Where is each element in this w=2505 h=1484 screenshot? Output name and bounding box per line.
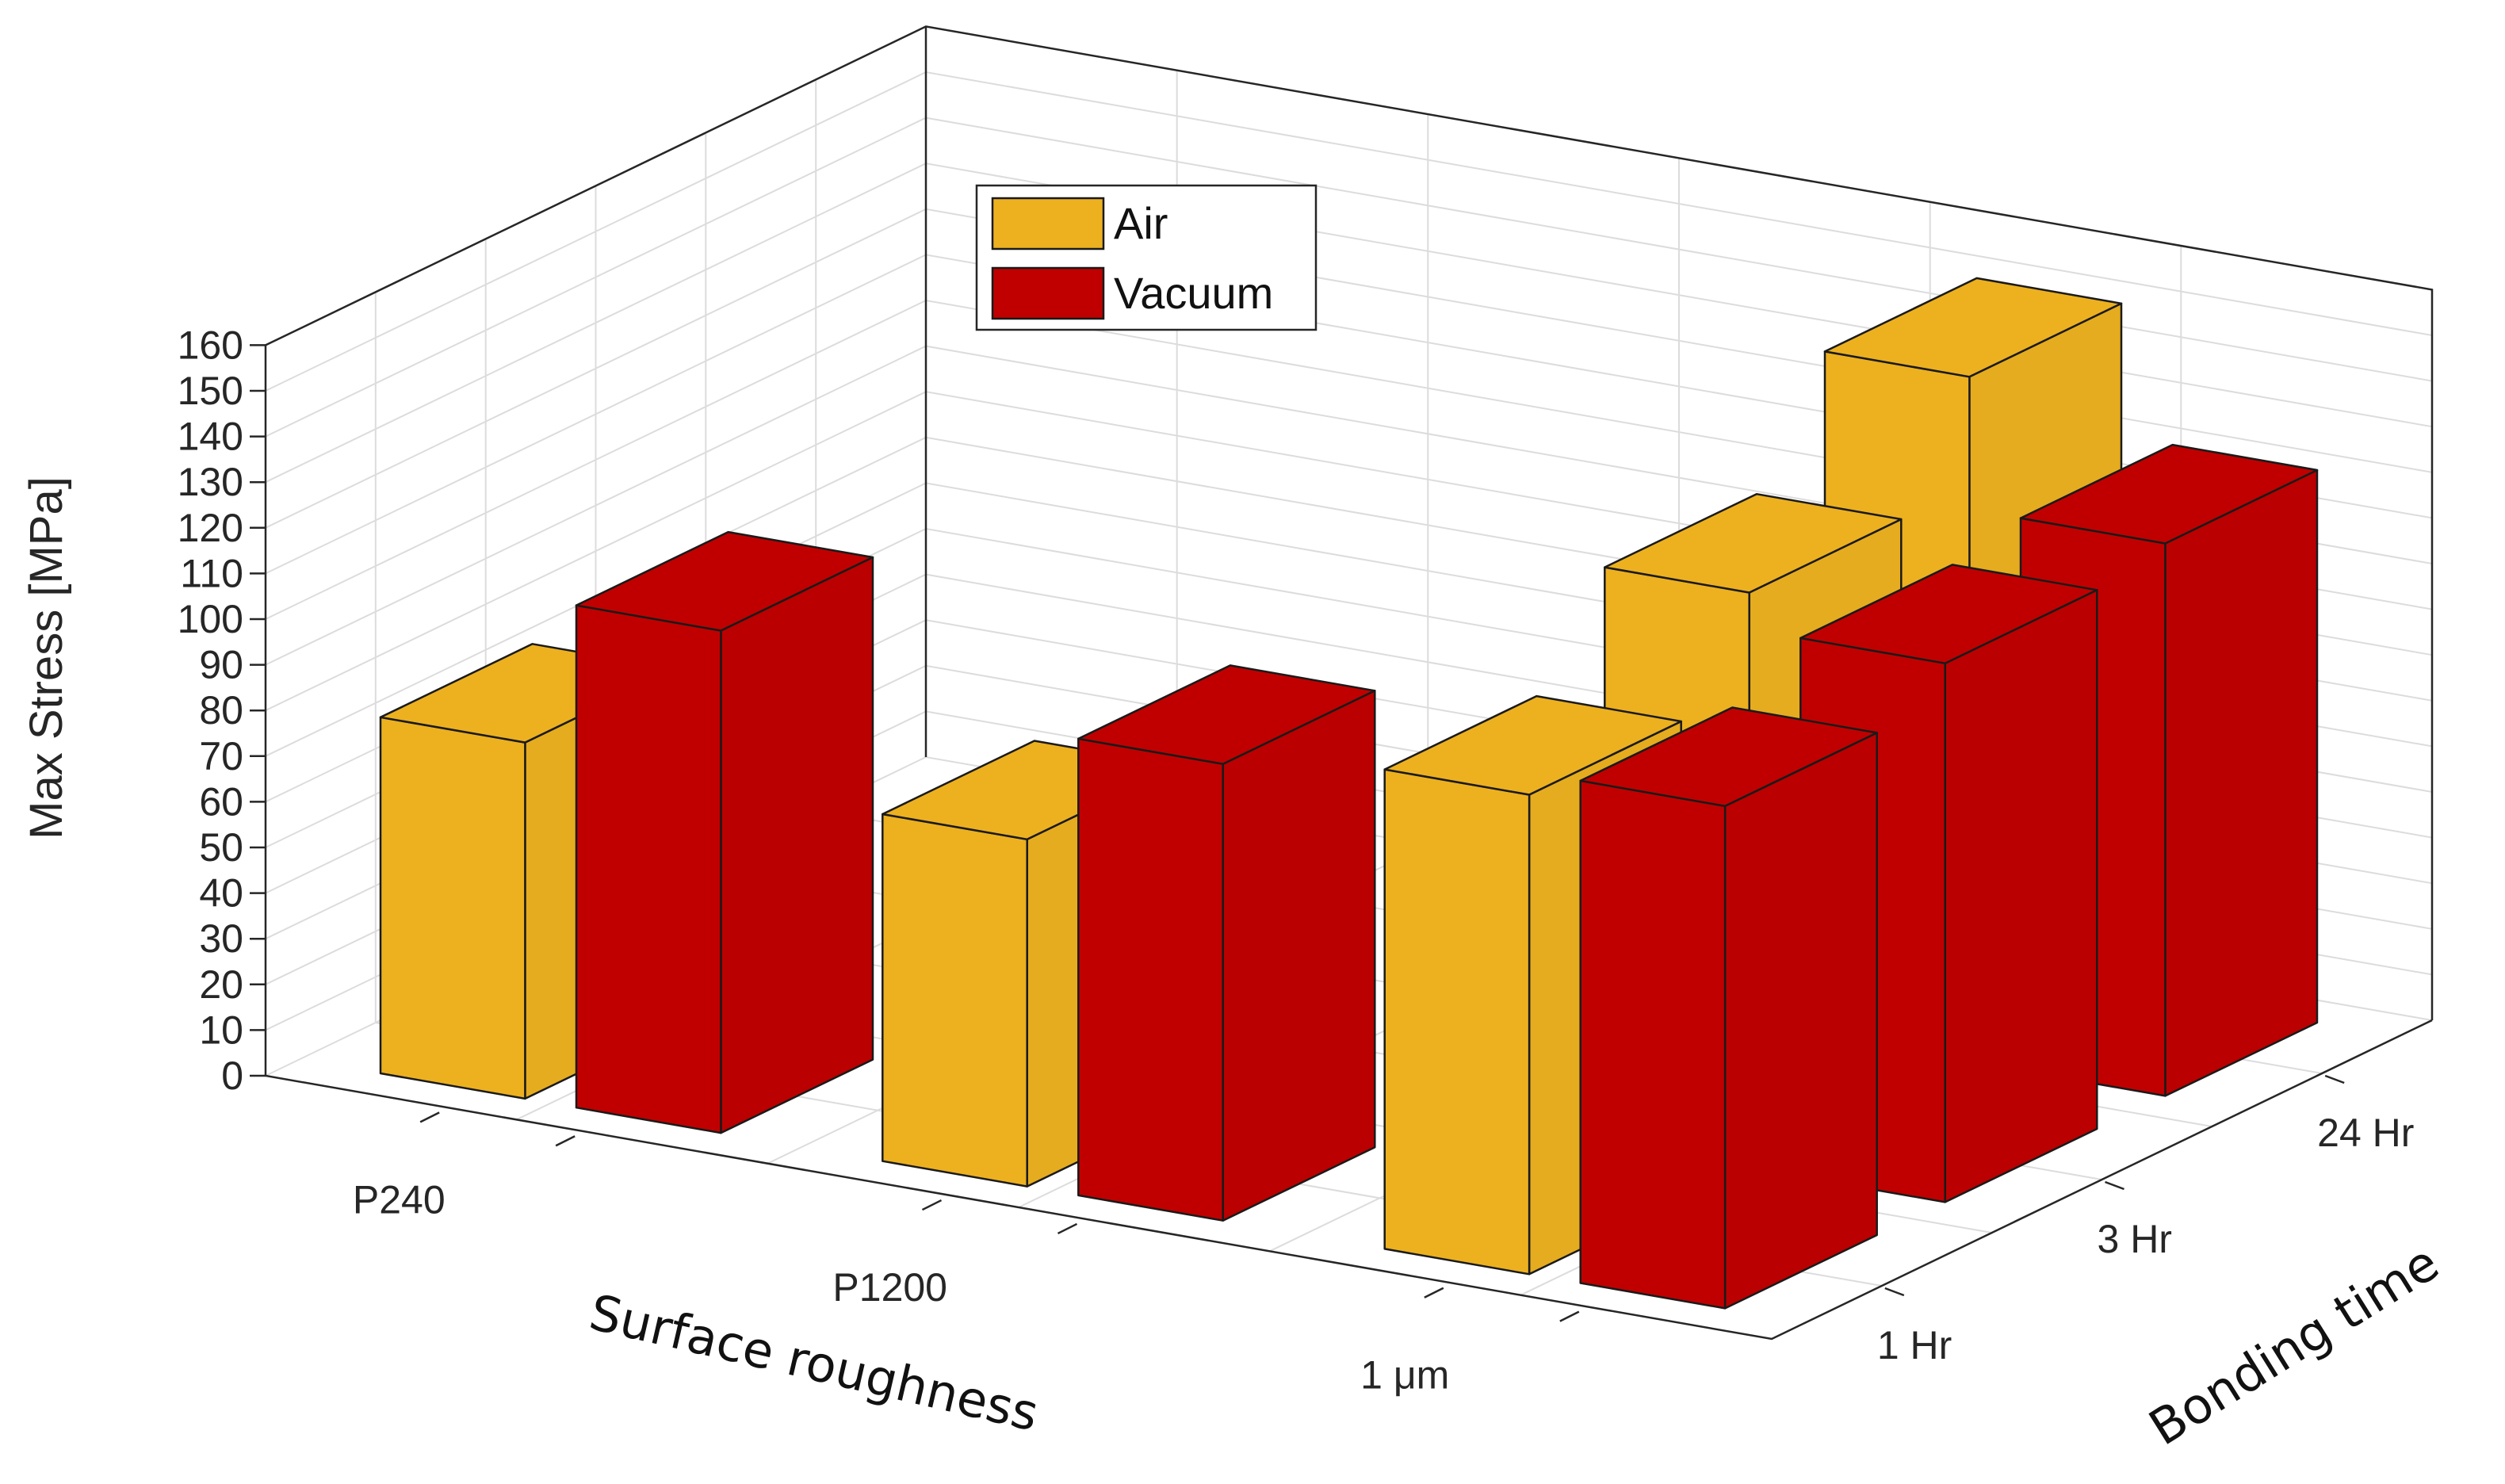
x-tick bbox=[419, 1111, 440, 1123]
y-gridline bbox=[374, 292, 1882, 1287]
y-tick bbox=[2324, 1074, 2345, 1084]
z-gridline bbox=[265, 25, 2433, 346]
bar-vacuum bbox=[1579, 706, 1878, 1310]
y-axis-title: Bonding time bbox=[2139, 1233, 2448, 1457]
legend-swatch-vacuum bbox=[991, 266, 1105, 320]
x-tick bbox=[1424, 1287, 1444, 1298]
z-tick-label: 40 bbox=[199, 871, 243, 916]
bar-top-face bbox=[1077, 664, 1376, 765]
bar-front-face bbox=[379, 716, 526, 1100]
bar-side-face bbox=[1944, 589, 2098, 1203]
ticks-layer bbox=[250, 344, 2345, 1322]
bar-top-face bbox=[575, 530, 874, 632]
y-tick bbox=[1884, 1287, 1905, 1297]
y-tick-label: 1 Hr bbox=[1877, 1323, 1952, 1367]
z-tick-label: 10 bbox=[199, 1008, 243, 1052]
legend-label-air: Air bbox=[1114, 198, 1168, 248]
z-tick-label: 90 bbox=[199, 643, 243, 687]
bar-top-face bbox=[1604, 492, 1903, 594]
z-tick-label: 130 bbox=[178, 460, 243, 504]
y-tick-label: 3 Hr bbox=[2098, 1217, 2172, 1261]
bar-front-face bbox=[1077, 737, 1224, 1222]
z-tick-label: 160 bbox=[178, 323, 243, 367]
bars-layer bbox=[379, 277, 2319, 1310]
z-tick-label: 110 bbox=[180, 551, 243, 595]
bar-vacuum bbox=[575, 530, 874, 1134]
z-axis-title: Max Stress [MPa] bbox=[21, 476, 72, 840]
x-tick-label: P1200 bbox=[832, 1265, 947, 1310]
legend-label-vacuum: Vacuum bbox=[1114, 268, 1273, 318]
y-tick-label: 24 Hr bbox=[2317, 1111, 2414, 1155]
x-tick bbox=[555, 1135, 576, 1147]
bar-side-face bbox=[720, 556, 874, 1134]
z-tick-label: 50 bbox=[199, 825, 243, 870]
bar-top-face bbox=[2019, 443, 2319, 545]
bar-top-face bbox=[1823, 277, 2123, 378]
bar-front-face bbox=[575, 604, 722, 1134]
z-tick-label: 30 bbox=[199, 916, 243, 961]
bar-side-face bbox=[2164, 469, 2319, 1097]
x-tick bbox=[921, 1199, 943, 1211]
bar-front-face bbox=[1383, 768, 1531, 1276]
z-tick-label: 20 bbox=[199, 962, 243, 1007]
z-tick-label: 140 bbox=[178, 415, 243, 459]
x-tick-label: P240 bbox=[353, 1177, 446, 1222]
z-tick-label: 150 bbox=[178, 369, 243, 413]
bar-front-face bbox=[1579, 779, 1727, 1310]
bar-front-face bbox=[882, 813, 1028, 1188]
bar-top-face bbox=[1579, 706, 1878, 808]
legend-swatch-air bbox=[991, 197, 1105, 251]
bar-side-face bbox=[1723, 732, 1878, 1310]
labels-layer: 0102030405060708090100110120130140150160… bbox=[178, 323, 2415, 1397]
bar-top-face bbox=[1799, 564, 2098, 664]
z-tick-label: 0 bbox=[221, 1054, 243, 1098]
bar-side-face bbox=[1222, 690, 1376, 1222]
z-tick-label: 60 bbox=[199, 779, 243, 824]
legend: Air Vacuum bbox=[975, 184, 1318, 331]
z-tick-label: 80 bbox=[199, 688, 243, 732]
x-axis-title: Surface roughness bbox=[584, 1283, 1044, 1442]
z-tick-label: 70 bbox=[199, 734, 243, 778]
z-tick-label: 120 bbox=[178, 506, 243, 550]
x-tick bbox=[1057, 1222, 1078, 1235]
y-tick bbox=[2105, 1180, 2124, 1191]
bar-vacuum bbox=[1077, 664, 1376, 1222]
bar-top-face bbox=[1383, 694, 1682, 796]
x-tick bbox=[1559, 1310, 1580, 1322]
x-tick-label: 1 μm bbox=[1360, 1353, 1449, 1398]
z-tick-label: 100 bbox=[178, 597, 243, 641]
frame-top-edges bbox=[265, 25, 2434, 1020]
